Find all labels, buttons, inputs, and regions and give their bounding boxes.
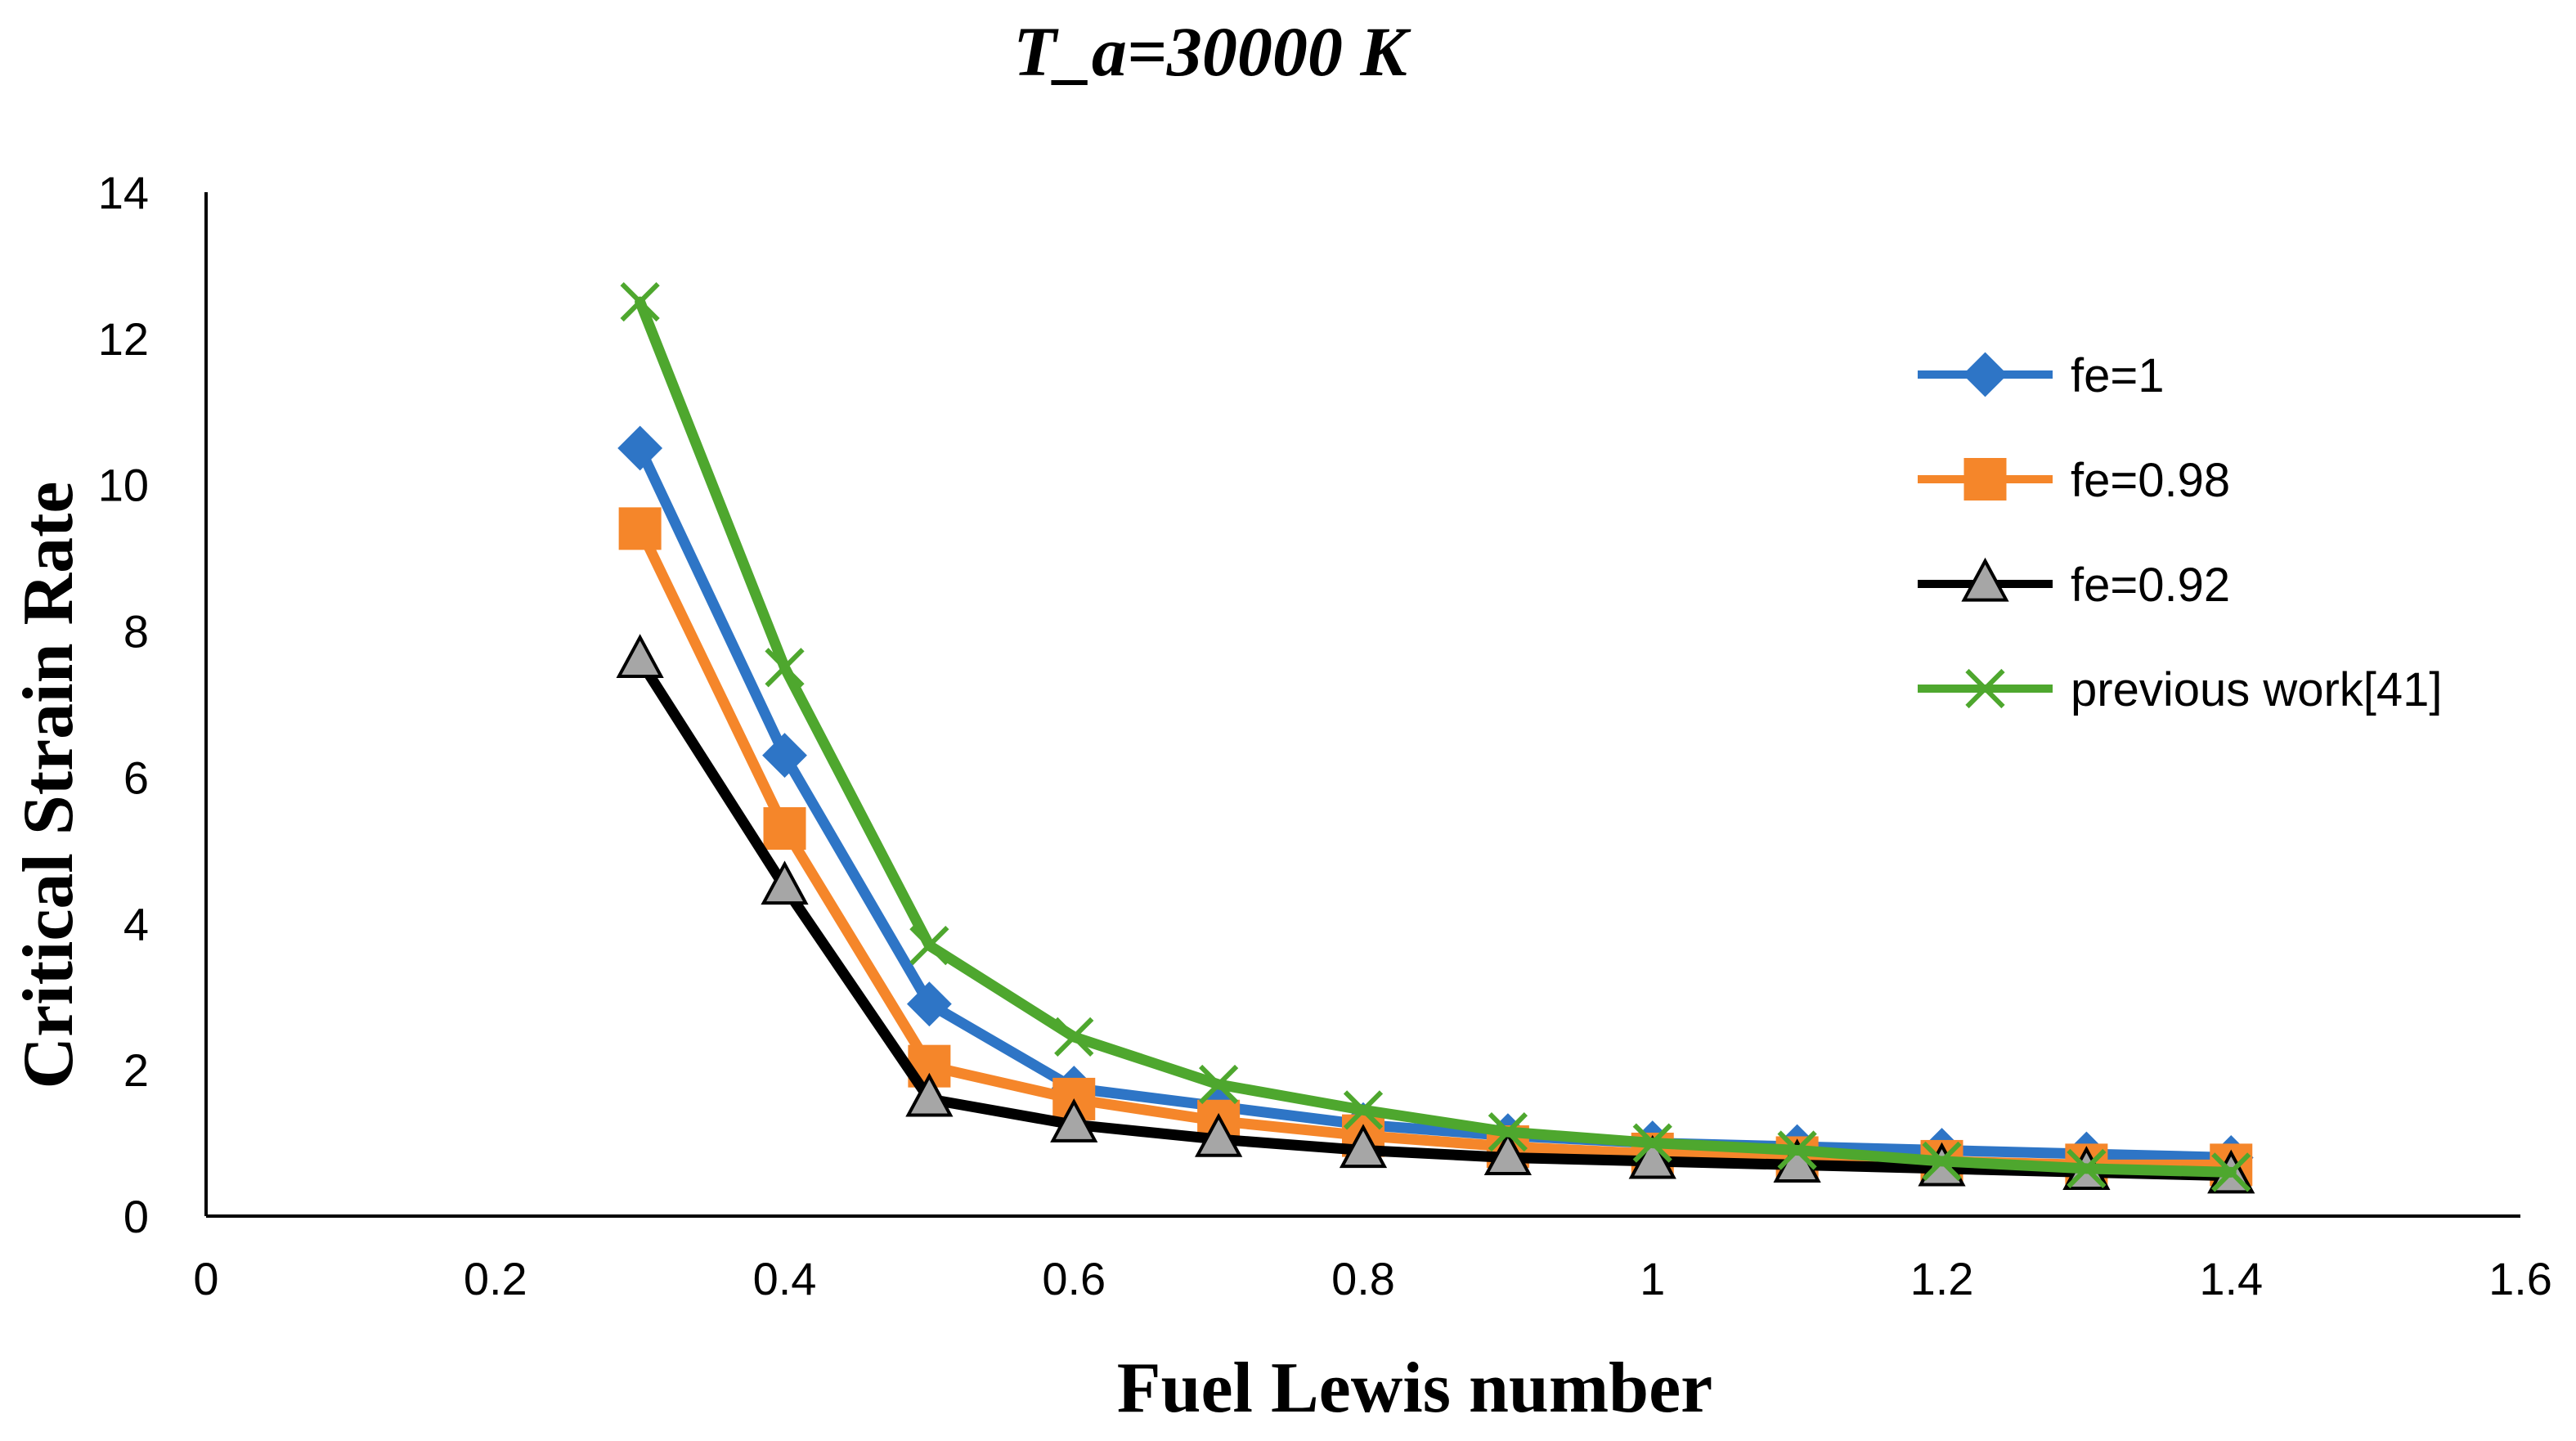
data-point (1199, 1064, 1239, 1105)
x-tick-label: 1 (1640, 1253, 1665, 1304)
data-point (618, 507, 662, 550)
data-point (1628, 1134, 1676, 1179)
legend-item: previous work[41] (1918, 663, 2443, 716)
series-line (635, 442, 2237, 1163)
y-tick-label: 2 (123, 1044, 149, 1096)
legend-label: fe=0.98 (2071, 454, 2230, 507)
x-tick-label: 0 (193, 1253, 218, 1304)
legend-item: fe=0.92 (1918, 557, 2230, 612)
x-tick-label: 0.4 (753, 1253, 817, 1304)
axes (204, 192, 2520, 1218)
data-point (1483, 1131, 1532, 1176)
data-point (761, 860, 809, 905)
data-point (617, 425, 663, 471)
legend: fe=1 fe=0.98 fe=0.92 previous work[41] (1918, 349, 2443, 716)
y-axis-title: Critical Strain Rate (9, 482, 88, 1089)
x-axis-title: Fuel Lewis number (1117, 1349, 1712, 1428)
data-point (2211, 1152, 2251, 1192)
data-point (1343, 1090, 1384, 1130)
series-layer (616, 282, 2255, 1194)
series-2 (616, 634, 2255, 1194)
data-point (906, 981, 952, 1027)
series-line (635, 654, 2237, 1182)
x-tick-label: 0.2 (464, 1253, 527, 1304)
data-point (765, 648, 805, 688)
data-point (616, 634, 664, 678)
y-tick-label: 12 (98, 313, 149, 365)
legend-item: fe=0.98 (1918, 454, 2230, 507)
data-point (1632, 1123, 1672, 1163)
legend-item: fe=1 (1918, 349, 2165, 402)
chart-title: T_a=30000 K (1013, 12, 1411, 91)
data-point (909, 925, 949, 966)
data-point (763, 807, 806, 851)
tick-labels: 0 0.2 0.4 0.6 0.8 1 1.2 1.4 1.6 0 2 4 6 8 10 12 14 (98, 167, 2552, 1304)
series-0 (617, 425, 2254, 1180)
x-tick-label: 1.6 (2488, 1253, 2552, 1304)
y-tick-label: 8 (123, 606, 149, 658)
series-3 (620, 282, 2251, 1192)
data-point (2067, 1148, 2107, 1188)
y-tick-label: 10 (98, 460, 149, 511)
data-point (1339, 1124, 1388, 1169)
data-point (1488, 1112, 1528, 1152)
data-point (762, 733, 807, 779)
data-point (1777, 1130, 1817, 1170)
legend-swatch-marker (1963, 352, 2008, 397)
series-line (635, 296, 2237, 1178)
y-tick-label: 6 (123, 752, 149, 803)
legend-swatch-marker (1965, 668, 2005, 709)
x-tick-label: 0.6 (1042, 1253, 1106, 1304)
y-tick-label: 0 (123, 1191, 149, 1242)
y-tick-label: 14 (98, 167, 149, 218)
legend-label: previous work[41] (2071, 663, 2443, 716)
y-tick-label: 4 (123, 898, 149, 949)
x-tick-label: 0.8 (1331, 1253, 1395, 1304)
data-point (905, 1072, 954, 1117)
legend-label: fe=0.92 (2071, 559, 2230, 612)
data-point (620, 282, 660, 322)
x-tick-label: 1.4 (2199, 1253, 2263, 1304)
legend-swatch-marker (1963, 458, 2007, 501)
data-point (1195, 1112, 1243, 1157)
data-point (1054, 1017, 1094, 1057)
data-point (1922, 1141, 1962, 1182)
data-point (1050, 1098, 1098, 1142)
legend-label: fe=1 (2071, 349, 2165, 402)
legend-swatch-marker (1961, 557, 2009, 602)
x-tick-label: 1.2 (1910, 1253, 1974, 1304)
series-1 (618, 507, 2253, 1187)
